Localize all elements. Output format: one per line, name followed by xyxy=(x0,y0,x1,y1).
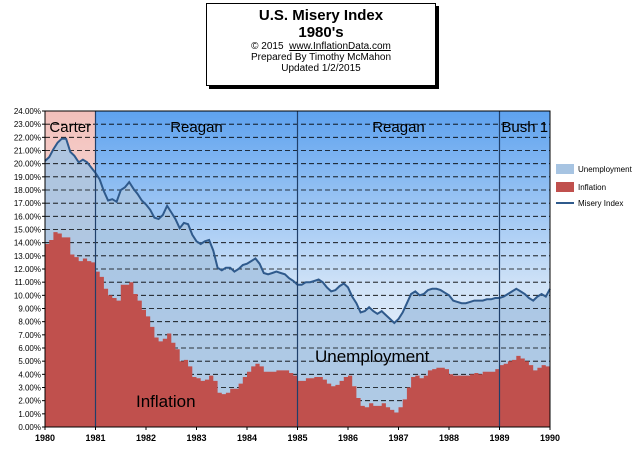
administration-label: Carter xyxy=(49,119,91,136)
y-tick-label: 1.00% xyxy=(18,410,41,419)
legend-swatch xyxy=(556,182,574,192)
inflation-area xyxy=(45,232,550,427)
legend-label: Misery Index xyxy=(578,199,623,208)
y-tick-label: 3.00% xyxy=(18,384,41,393)
x-tick-label: 1982 xyxy=(136,433,156,443)
y-tick-label: 22.00% xyxy=(14,133,41,142)
legend-label: Unemployment xyxy=(578,165,633,174)
y-tick-label: 7.00% xyxy=(18,331,41,340)
legend-label: Inflation xyxy=(578,183,606,192)
administration-label: Reagan xyxy=(170,119,223,136)
y-tick-label: 6.00% xyxy=(18,344,41,353)
y-tick-label: 17.00% xyxy=(14,199,41,208)
annotations: Unemployment Inflation xyxy=(136,347,430,411)
inflation-area-layer xyxy=(45,232,550,427)
y-tick-label: 9.00% xyxy=(18,305,41,314)
title-line-1: U.S. Misery Index xyxy=(258,7,384,24)
y-tick-label: 24.00% xyxy=(14,107,41,116)
x-tick-label: 1980 xyxy=(35,433,55,443)
administration-label: Bush 1 xyxy=(501,119,548,136)
y-tick-label: 8.00% xyxy=(18,318,41,327)
y-tick-label: 15.00% xyxy=(14,226,41,235)
y-tick-label: 11.00% xyxy=(14,278,41,287)
x-tick-label: 1986 xyxy=(338,433,358,443)
administration-label: Reagan xyxy=(372,119,425,136)
y-tick-label: 0.00% xyxy=(18,423,41,432)
y-tick-label: 20.00% xyxy=(14,160,41,169)
x-tick-label: 1985 xyxy=(287,433,307,443)
y-tick-label: 21.00% xyxy=(14,147,41,156)
y-tick-label: 10.00% xyxy=(14,291,41,300)
title-box: U.S. Misery Index 1980's © 2015 www.Infl… xyxy=(206,3,436,86)
x-tick-label: 1984 xyxy=(237,433,257,443)
y-tick-label: 12.00% xyxy=(14,265,41,274)
site-link[interactable]: www.InflationData.com xyxy=(289,41,391,52)
y-tick-label: 14.00% xyxy=(14,239,41,248)
series-annotation: Unemployment xyxy=(315,347,430,366)
y-tick-label: 5.00% xyxy=(18,357,41,366)
x-tick-label: 1990 xyxy=(540,433,560,443)
series-annotation: Inflation xyxy=(136,392,196,411)
y-tick-label: 13.00% xyxy=(14,252,41,261)
y-tick-label: 23.00% xyxy=(14,120,41,129)
y-tick-label: 19.00% xyxy=(14,173,41,182)
y-tick-label: 18.00% xyxy=(14,186,41,195)
legend-swatch xyxy=(556,164,574,174)
x-tick-label: 1989 xyxy=(489,433,509,443)
x-tick-label: 1988 xyxy=(439,433,459,443)
y-tick-label: 16.00% xyxy=(14,212,41,221)
x-tick-label: 1983 xyxy=(186,433,206,443)
y-tick-label: 2.00% xyxy=(18,397,41,406)
x-tick-label: 1981 xyxy=(85,433,105,443)
title-line-2: 1980's xyxy=(298,24,344,41)
axes: 0.00% 1.00% 2.00% 3.00% 4.00% 5.00% 6.00% 7.00%… xyxy=(14,107,560,443)
copyright-text: © 2015 xyxy=(251,41,284,52)
y-tick-label: 4.00% xyxy=(18,370,41,379)
x-tick-label: 1987 xyxy=(388,433,408,443)
prepared-text: Prepared By Timothy McMahon xyxy=(250,52,392,63)
legend: Unemployment Inflation Misery Index xyxy=(556,164,633,208)
updated-text: Updated 1/2/2015 xyxy=(281,63,361,74)
